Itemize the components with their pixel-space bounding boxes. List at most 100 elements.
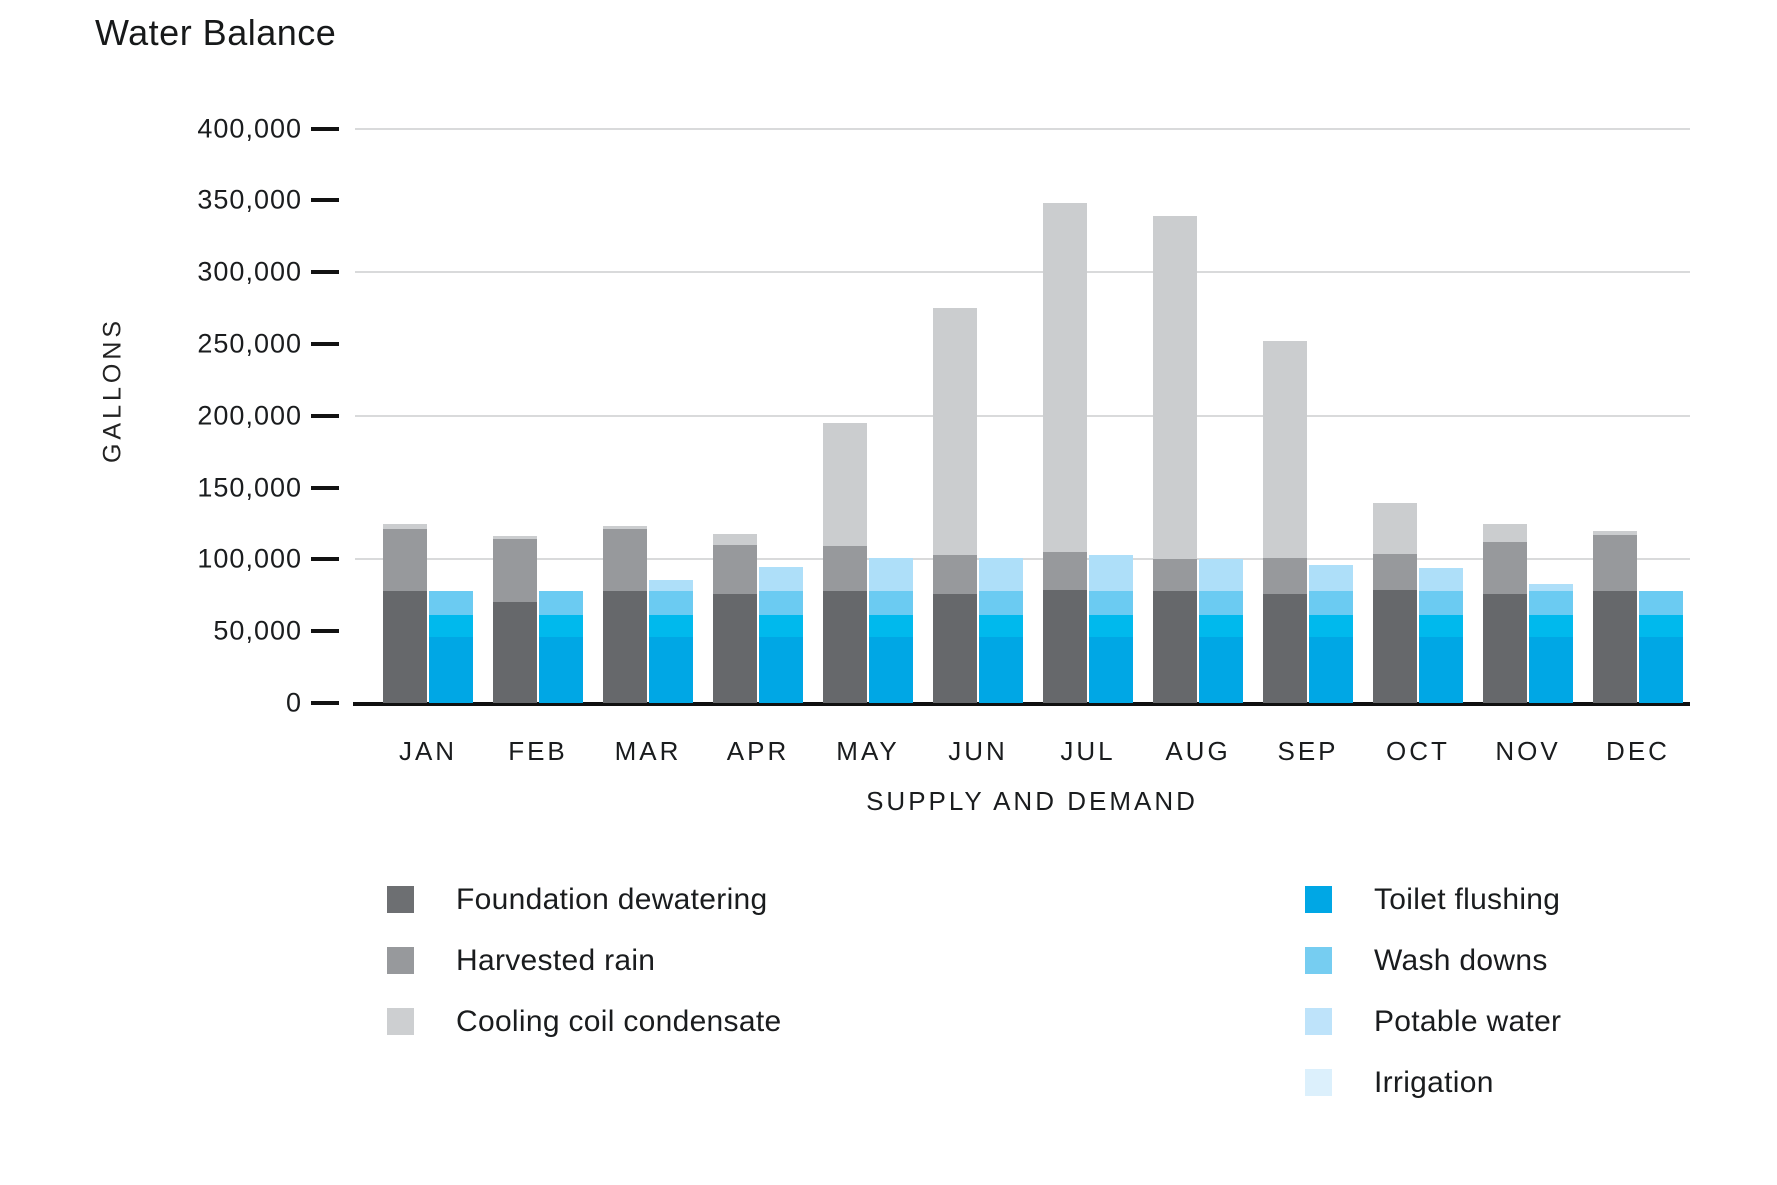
y-tick-label-50000: 50,000 <box>213 615 302 646</box>
y-tick-label-350000: 350,000 <box>197 184 302 215</box>
demand-bar-jan-potable-water <box>429 590 473 616</box>
foundation-dewatering-swatch <box>387 886 414 913</box>
demand-bar-jan-wash-downs <box>429 615 473 637</box>
supply-bar-nov-foundation-dewatering <box>1483 593 1527 703</box>
demand-bar-aug-wash-downs <box>1199 615 1243 637</box>
legend-label: Cooling coil condensate <box>456 1004 782 1038</box>
demand-bar-apr-potable-water <box>759 590 803 616</box>
supply-bar-mar-cooling-coil-condensate <box>603 526 647 530</box>
x-label-mar: MAR <box>614 736 682 766</box>
supply-bar-may-cooling-coil-condensate <box>823 422 867 547</box>
supply-bar-aug-cooling-coil-condensate <box>1153 216 1197 560</box>
y-tick-0 <box>311 701 339 705</box>
legend-label: Harvested rain <box>456 943 656 977</box>
demand-bar-may-toilet-flushing <box>869 636 913 703</box>
x-label-aug: AUG <box>1165 736 1231 766</box>
demand-bar-aug-potable-water <box>1199 590 1243 616</box>
supply-bar-jun-harvested-rain <box>933 555 977 594</box>
demand-bar-may-potable-water <box>869 590 913 616</box>
y-tick-300000 <box>311 270 339 275</box>
demand-bar-oct-toilet-flushing <box>1419 636 1463 703</box>
demand-bar-oct-wash-downs <box>1419 615 1463 637</box>
toilet-flushing-swatch <box>1305 886 1332 913</box>
y-tick-50000 <box>311 629 339 634</box>
y-tick-label-400000: 400,000 <box>197 113 302 144</box>
demand-bar-apr-wash-downs <box>759 615 803 637</box>
demand-bar-sep-potable-water <box>1309 590 1353 616</box>
supply-bar-jun-cooling-coil-condensate <box>933 308 977 556</box>
legend-item-toilet-flushing: Toilet flushing <box>1305 883 1561 916</box>
supply-bar-nov-harvested-rain <box>1483 542 1527 594</box>
demand-bar-jul-toilet-flushing <box>1089 636 1133 703</box>
x-label-jan: JAN <box>398 736 458 766</box>
supply-bar-feb-cooling-coil-condensate <box>493 536 537 540</box>
supply-bar-feb-harvested-rain <box>493 539 537 603</box>
y-tick-100000 <box>311 557 339 562</box>
x-axis-title: SUPPLY AND DEMAND <box>866 786 1198 816</box>
demand-bar-mar-potable-water <box>649 590 693 616</box>
supply-bar-may-foundation-dewatering <box>823 590 867 703</box>
gridline-300000 <box>355 271 1690 274</box>
y-tick-label-300000: 300,000 <box>197 256 302 287</box>
irrigation-swatch <box>1305 1069 1332 1096</box>
x-label-may: MAY <box>836 736 900 766</box>
legend-item-harvested-rain: Harvested rain <box>387 944 781 977</box>
supply-bar-dec-cooling-coil-condensate <box>1593 530 1637 535</box>
legend-item-cooling-coil-condensate: Cooling coil condensate <box>387 1005 781 1038</box>
y-tick-label-250000: 250,000 <box>197 328 302 359</box>
supply-bar-apr-foundation-dewatering <box>713 593 757 703</box>
supply-bar-jul-harvested-rain <box>1043 552 1087 590</box>
demand-bar-may-irrigation <box>869 557 913 591</box>
gridline-400000 <box>355 127 1690 130</box>
x-label-feb: FEB <box>508 736 568 766</box>
demand-bar-aug-toilet-flushing <box>1199 636 1243 703</box>
y-tick-200000 <box>311 413 339 418</box>
supply-bar-jul-cooling-coil-condensate <box>1043 203 1087 553</box>
demand-bar-jun-irrigation <box>979 557 1023 591</box>
demand-bar-mar-wash-downs <box>649 615 693 637</box>
supply-bar-may-harvested-rain <box>823 546 867 591</box>
supply-bar-dec-foundation-dewatering <box>1593 590 1637 703</box>
demand-bar-feb-potable-water <box>539 590 583 616</box>
demand-bar-feb-toilet-flushing <box>539 636 583 703</box>
legend-item-potable-water: Potable water <box>1305 1005 1561 1038</box>
supply-bar-aug-harvested-rain <box>1153 559 1197 591</box>
supply-bar-aug-foundation-dewatering <box>1153 590 1197 703</box>
demand-bar-mar-toilet-flushing <box>649 636 693 703</box>
demand-bar-sep-toilet-flushing <box>1309 636 1353 703</box>
demand-bar-jun-wash-downs <box>979 615 1023 637</box>
legend-label: Potable water <box>1374 1004 1562 1038</box>
supply-bar-sep-cooling-coil-condensate <box>1263 341 1307 558</box>
demand-bar-apr-irrigation <box>759 566 803 591</box>
supply-bar-oct-cooling-coil-condensate <box>1373 503 1417 554</box>
legend-item-wash-downs: Wash downs <box>1305 944 1561 977</box>
supply-bar-apr-harvested-rain <box>713 545 757 594</box>
supply-bar-dec-harvested-rain <box>1593 534 1637 591</box>
y-tick-label-0: 0 <box>285 687 302 718</box>
x-label-oct: OCT <box>1386 736 1450 766</box>
supply-bar-jul-foundation-dewatering <box>1043 589 1087 703</box>
supply-bar-feb-foundation-dewatering <box>493 602 537 703</box>
legend-label: Toilet flushing <box>1374 882 1561 916</box>
potable-water-swatch <box>1305 1008 1332 1035</box>
legend-label: Foundation dewatering <box>456 882 768 916</box>
legend-label: Wash downs <box>1374 943 1548 977</box>
demand-bar-jun-potable-water <box>979 590 1023 616</box>
y-tick-label-200000: 200,000 <box>197 400 302 431</box>
harvested-rain-swatch <box>387 947 414 974</box>
supply-bar-apr-cooling-coil-condensate <box>713 533 757 546</box>
x-label-nov: NOV <box>1495 736 1561 766</box>
y-tick-350000 <box>311 198 339 203</box>
demand-bar-nov-irrigation <box>1529 583 1573 591</box>
demand-bar-nov-toilet-flushing <box>1529 636 1573 703</box>
x-label-sep: SEP <box>1277 736 1339 766</box>
demand-bar-aug-irrigation <box>1199 559 1243 591</box>
supply-bar-sep-harvested-rain <box>1263 557 1307 594</box>
demand-bar-may-wash-downs <box>869 615 913 637</box>
y-tick-150000 <box>311 485 339 490</box>
demand-bar-mar-irrigation <box>649 579 693 591</box>
demand-bar-dec-potable-water <box>1639 590 1683 616</box>
x-label-jul: JUL <box>1060 736 1116 766</box>
legend-demand: Toilet flushing Wash downs Potable water… <box>1305 883 1561 1099</box>
